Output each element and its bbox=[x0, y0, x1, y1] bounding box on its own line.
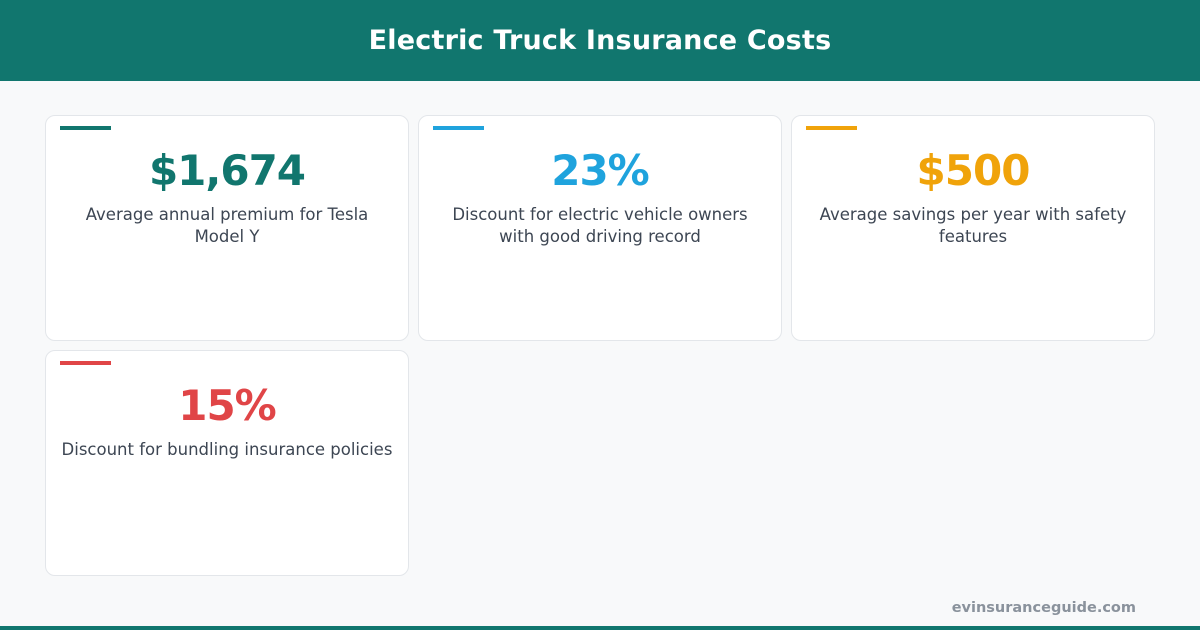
stat-description: Average annual premium for Tesla Model Y bbox=[85, 205, 369, 246]
footer-site-name: evinsuranceguide.com bbox=[951, 600, 1136, 616]
page-title: Electric Truck Insurance Costs bbox=[368, 25, 832, 56]
stat-value: 15% bbox=[178, 381, 277, 430]
stat-card-annual-premium: $1,674 Average annual premium for Tesla … bbox=[45, 115, 409, 341]
stat-value: $1,674 bbox=[148, 146, 306, 195]
header-banner: Electric Truck Insurance Costs bbox=[0, 0, 1200, 81]
card-accent-bar bbox=[433, 126, 484, 130]
stat-value: $500 bbox=[916, 146, 1031, 195]
card-accent-bar bbox=[806, 126, 857, 130]
card-accent-bar bbox=[60, 361, 111, 365]
stat-value: 23% bbox=[551, 146, 650, 195]
stat-description: Discount for bundling insurance policies bbox=[61, 440, 393, 459]
stat-card-safety-savings: $500 Average savings per year with safet… bbox=[791, 115, 1155, 341]
stat-card-ev-discount: 23% Discount for electric vehicle owners… bbox=[418, 115, 782, 341]
card-accent-bar bbox=[60, 126, 111, 130]
bottom-accent-bar bbox=[0, 626, 1200, 630]
stat-description: Discount for electric vehicle owners wit… bbox=[452, 205, 748, 246]
stat-description: Average savings per year with safety fea… bbox=[819, 205, 1127, 246]
stat-card-bundling-discount: 15% Discount for bundling insurance poli… bbox=[45, 350, 409, 576]
